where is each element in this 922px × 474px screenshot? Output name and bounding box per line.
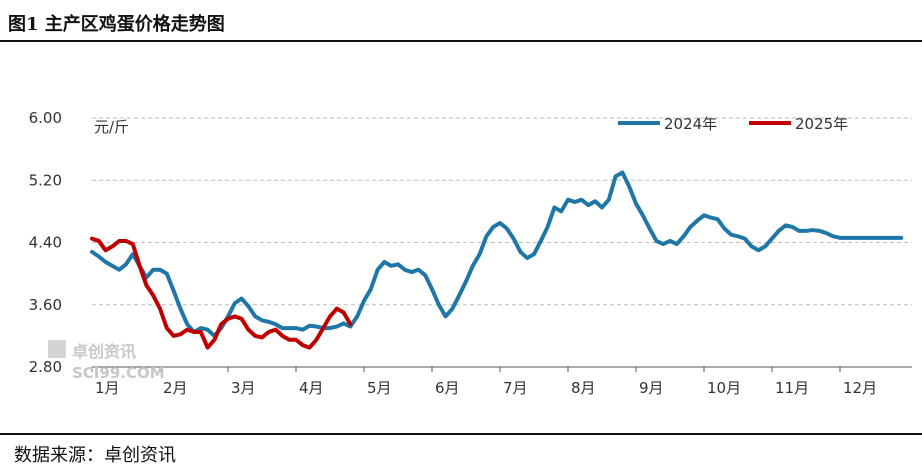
x-tick-label: 8月	[571, 379, 596, 397]
source-name: 卓创资讯	[104, 445, 176, 466]
unit-label: 元/斤	[94, 118, 129, 136]
y-tick-label: 4.40	[29, 234, 62, 252]
x-tick-label: 4月	[299, 379, 324, 397]
chart-title: 图1 主产区鸡蛋价格走势图	[8, 14, 225, 35]
series-line-2024年	[90, 170, 904, 338]
y-axis-ticks: 6.00 5.20 4.40 3.60 2.80	[29, 109, 62, 376]
y-tick-label: 6.00	[29, 109, 62, 127]
x-tick-label: 2月	[163, 379, 188, 397]
legend-label: 2025年	[795, 115, 848, 133]
series-lines	[90, 170, 904, 350]
top-rule	[0, 40, 922, 42]
x-tick-label: 10月	[707, 379, 741, 397]
source-label: 数据来源：	[14, 445, 104, 466]
legend: 2024年 2025年	[618, 115, 848, 133]
grid-lines	[92, 117, 912, 368]
title-bar: 图1 主产区鸡蛋价格走势图	[0, 0, 922, 40]
x-tick-label: 3月	[231, 379, 256, 397]
watermark-text: 卓创资讯	[72, 342, 136, 361]
x-tick-label: 12月	[843, 379, 877, 397]
y-tick-label: 3.60	[29, 296, 62, 314]
x-tick-label: 5月	[367, 379, 392, 397]
x-tick-label: 1月	[95, 379, 120, 397]
bottom-rule	[0, 433, 922, 435]
source-note: 数据来源：卓创资讯	[14, 441, 176, 467]
legend-label: 2024年	[664, 115, 717, 133]
x-tick-label: 7月	[503, 379, 528, 397]
x-tick-label: 11月	[775, 379, 809, 397]
series-line-2025年	[90, 236, 353, 350]
y-tick-label: 5.20	[29, 171, 62, 189]
x-tick-label: 6月	[435, 379, 460, 397]
watermark: 卓创资讯 SCI99.COM	[48, 340, 165, 382]
x-axis-ticks: 1月 2月 3月 4月 5月 6月 7月 8月 9月 10月 11月 12月	[91, 367, 877, 397]
y-tick-label: 2.80	[29, 358, 62, 376]
watermark-logo	[48, 340, 66, 358]
watermark-sub: SCI99.COM	[72, 364, 165, 382]
x-tick-label: 9月	[639, 379, 664, 397]
